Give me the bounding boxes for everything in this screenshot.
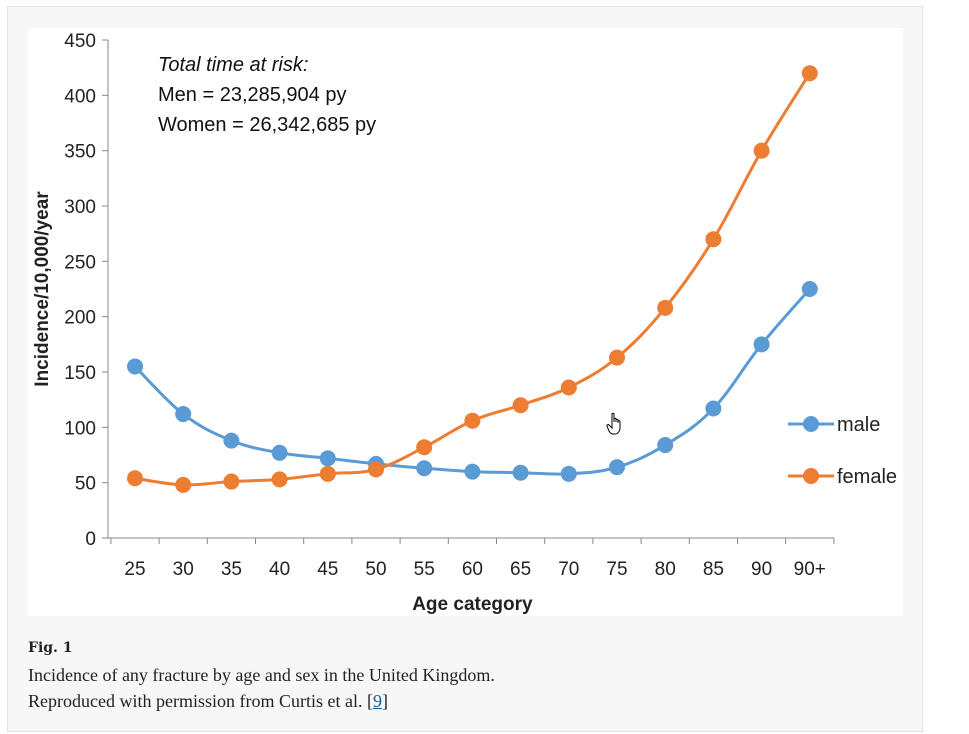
- legend-label-male: male: [837, 414, 880, 436]
- data-point-male: [416, 460, 433, 477]
- chart-panel: 0 50 100 150 200 250 300 350 400 450 25 30 35 40 45 50 5…: [28, 28, 903, 616]
- x-tick-label: 80: [655, 559, 676, 580]
- data-point-female: [560, 379, 577, 396]
- data-point-female: [127, 470, 143, 487]
- data-point-female: [657, 299, 674, 316]
- data-point-male: [753, 336, 770, 353]
- x-tick-label: 90: [751, 559, 772, 580]
- data-point-male: [223, 432, 240, 449]
- y-tick-label: 200: [64, 308, 96, 329]
- caption-line-2-prefix: Reproduced with permission from Curtis e…: [28, 691, 373, 711]
- y-tick-label: 100: [64, 418, 96, 439]
- data-point-female: [705, 231, 722, 248]
- y-tick-label: 400: [64, 86, 96, 107]
- y-axis-title: Incidence/10,000/year: [32, 191, 53, 387]
- caption-line-1: Incidence of any fracture by age and sex…: [28, 665, 495, 685]
- y-tick-label: 350: [64, 142, 96, 163]
- x-tick-label: 25: [124, 559, 145, 580]
- figure-label: Fig. 1: [28, 640, 73, 656]
- data-point-female: [609, 349, 625, 366]
- data-point-female: [416, 439, 433, 456]
- data-point-female: [271, 471, 288, 488]
- caption-line-2-suffix: ]: [381, 691, 388, 711]
- x-tick-label: 75: [606, 559, 627, 580]
- y-tick-label: 300: [64, 197, 96, 218]
- x-tick-label: 30: [173, 559, 194, 580]
- y-tick-label: 250: [64, 252, 96, 273]
- annotation-men: Men = 23,285,904 py: [158, 84, 346, 106]
- reference-link[interactable]: 9: [372, 691, 382, 711]
- data-point-male: [512, 464, 529, 481]
- x-tick-label: 65: [510, 559, 531, 580]
- annotation-heading: Total time at risk:: [158, 54, 308, 76]
- legend-label-female: female: [837, 466, 897, 488]
- y-tick-label: 50: [75, 474, 96, 495]
- data-point-male: [560, 465, 577, 482]
- data-point-female: [223, 473, 240, 490]
- x-tick-label: 40: [269, 559, 290, 580]
- x-tick-label: 70: [558, 559, 579, 580]
- y-tick-label: 0: [85, 529, 96, 550]
- data-point-female: [753, 142, 770, 159]
- x-tick-label: 35: [221, 559, 242, 580]
- data-point-female: [801, 65, 818, 82]
- data-point-male: [127, 358, 143, 375]
- x-tick-label: 50: [365, 559, 386, 580]
- x-axis-title: Age category: [412, 594, 533, 615]
- figure-caption: Fig. 1 Incidence of any fracture by age …: [28, 640, 495, 714]
- data-point-female: [175, 476, 192, 493]
- annotation-women: Women = 26,342,685 py: [158, 114, 376, 136]
- x-tick-label: 90+: [794, 559, 826, 580]
- legend-marker-male: [803, 416, 819, 432]
- data-point-male: [175, 406, 192, 423]
- line-chart: 0 50 100 150 200 250 300 350 400 450 25 30 35 40 45 50 5…: [32, 31, 897, 615]
- data-point-male: [657, 437, 674, 454]
- data-point-female: [368, 461, 384, 478]
- data-point-male: [609, 459, 625, 476]
- y-tick-label: 450: [64, 31, 96, 52]
- y-tick-label: 150: [64, 363, 96, 384]
- legend-marker-female: [803, 468, 819, 484]
- x-tick-label: 85: [703, 559, 724, 580]
- data-point-male: [464, 463, 481, 480]
- data-point-male: [319, 450, 336, 467]
- x-tick-label: 55: [414, 559, 435, 580]
- data-point-female: [464, 412, 481, 429]
- data-point-male: [271, 444, 288, 461]
- x-tick-label: 60: [462, 559, 483, 580]
- data-point-male: [705, 400, 722, 417]
- data-point-female: [512, 397, 529, 414]
- data-point-male: [801, 281, 818, 297]
- data-point-female: [319, 465, 336, 482]
- x-tick-label: 45: [317, 559, 338, 580]
- caption-line-2: Reproduced with permission from Curtis e…: [28, 688, 495, 714]
